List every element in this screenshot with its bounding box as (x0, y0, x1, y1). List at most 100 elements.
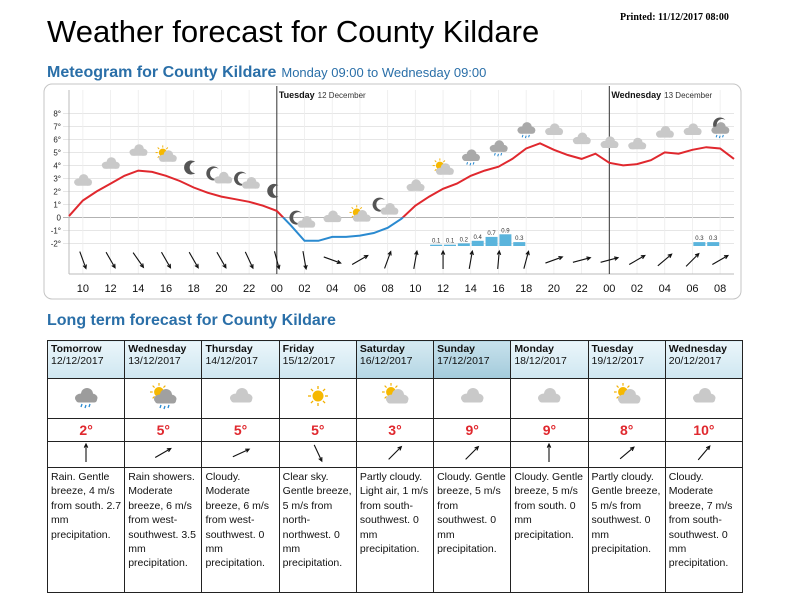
wind-arrow (523, 250, 530, 269)
cloud-part (545, 130, 563, 135)
wind-arrow (496, 249, 502, 270)
sun-ray (434, 168, 437, 172)
day-name: Wednesday (668, 343, 727, 355)
temperature-line-below-zero (281, 217, 405, 242)
wind-arrow (697, 445, 711, 461)
sun-ray (322, 400, 326, 404)
wind-arrow (547, 442, 552, 462)
wind-arrow (244, 251, 254, 270)
precipitation-label: 0.1 (446, 239, 455, 245)
wind-arrow (712, 254, 730, 265)
wind-icon (232, 448, 250, 458)
icon-cell (46, 378, 126, 419)
wind-arrow (384, 250, 392, 269)
x-tick-label: 08 (714, 283, 726, 295)
sun-ray (163, 385, 167, 388)
rain-drop (493, 152, 496, 156)
cloud-part (518, 129, 535, 134)
moon (372, 197, 385, 212)
day-date: 12 December (318, 91, 366, 100)
x-tick-label: 02 (631, 283, 643, 295)
wind-arrow (273, 251, 281, 270)
rain-drop (524, 135, 527, 139)
printed-date: Printed: 11/12/2017 08:00 (620, 12, 729, 23)
wind-arrow (83, 442, 89, 462)
rain-drop (167, 404, 170, 409)
cloud-part (76, 397, 98, 403)
table-row: Rain. Gentle breeze, 4 m/s from south. 2… (46, 467, 744, 593)
table-row (46, 441, 744, 468)
icon-cell (278, 378, 357, 419)
page-title: Weather forecast for County Kildare (47, 14, 539, 49)
cloud-part (656, 133, 674, 138)
wind-icon (313, 444, 323, 463)
sun-ray (152, 385, 156, 388)
moon (184, 160, 196, 175)
day-date: 19/12/2017 (591, 355, 645, 367)
sun-ray (322, 388, 326, 392)
x-tick-label: 22 (243, 283, 255, 295)
wind-arrow (440, 249, 446, 269)
precipitation-label: 0.9 (501, 228, 510, 234)
icon-cell (510, 378, 589, 419)
precipitation-bar (443, 244, 456, 246)
moon (206, 166, 219, 181)
day-name: Wednesday (611, 90, 661, 100)
cloud-part (230, 397, 252, 403)
day-name: Thursday (205, 343, 253, 355)
wind-arrow (628, 254, 646, 265)
x-tick-label: 04 (659, 283, 671, 295)
wind-arrow (313, 444, 323, 463)
icon-cell (124, 378, 203, 419)
cloud-part (159, 157, 177, 162)
x-tick-label: 18 (520, 283, 532, 295)
temperature: 3° (355, 418, 435, 442)
cloud-part (298, 223, 315, 228)
day-header: Tomorrow 12/12/2017 (46, 340, 126, 379)
precipitation-bar (499, 234, 512, 246)
cloud-part (539, 397, 561, 403)
x-tick-label: 14 (465, 283, 477, 295)
wind-icon (83, 442, 89, 462)
cloud-part (629, 144, 646, 150)
day-header: Saturday 16/12/2017 (355, 340, 435, 379)
wind-icon (388, 445, 403, 460)
description: Rain showers. Moderate breeze, 6 m/s fro… (124, 467, 203, 593)
rain-drop (718, 135, 721, 139)
cloud-part (155, 398, 177, 404)
sun-ray (359, 206, 363, 210)
temperature-line (68, 142, 735, 218)
day-name: Monday (514, 343, 554, 355)
sun-ray (157, 155, 160, 159)
weather-icon (538, 388, 561, 403)
precipitation-label: 0.7 (487, 231, 496, 237)
sun-disc (312, 390, 324, 402)
wind-arrow (600, 256, 620, 263)
temperature: 9° (510, 418, 589, 442)
sun-ray (310, 388, 314, 392)
cloud-part (601, 143, 619, 148)
cloud-part (324, 217, 342, 223)
day-date: 20/12/2017 (668, 355, 722, 367)
weather-icon (75, 388, 98, 409)
wind-arrow (155, 447, 173, 458)
day-date: 12/12/2017 (51, 355, 104, 367)
x-tick-label: 16 (492, 283, 504, 295)
sun-ray (351, 215, 354, 218)
sun-ray (443, 160, 446, 163)
x-tick-label: 02 (298, 283, 310, 295)
sun-ray (351, 206, 354, 210)
description: Cloudy. Moderate breeze, 7 m/s from sout… (664, 467, 744, 593)
day-date: 13 December (664, 91, 712, 100)
x-tick-label: 18 (188, 283, 200, 295)
sun-ray (157, 147, 160, 150)
weather-icon (150, 383, 177, 410)
y-tick-label: 4° (53, 161, 61, 170)
wind-icon (155, 447, 173, 458)
x-tick-label: 22 (575, 283, 587, 295)
wind-arrow (79, 251, 87, 270)
day-date: 13/12/2017 (128, 355, 181, 367)
wind-arrow (302, 251, 308, 271)
x-tick-label: 00 (603, 283, 615, 295)
cloud-part (462, 156, 480, 161)
